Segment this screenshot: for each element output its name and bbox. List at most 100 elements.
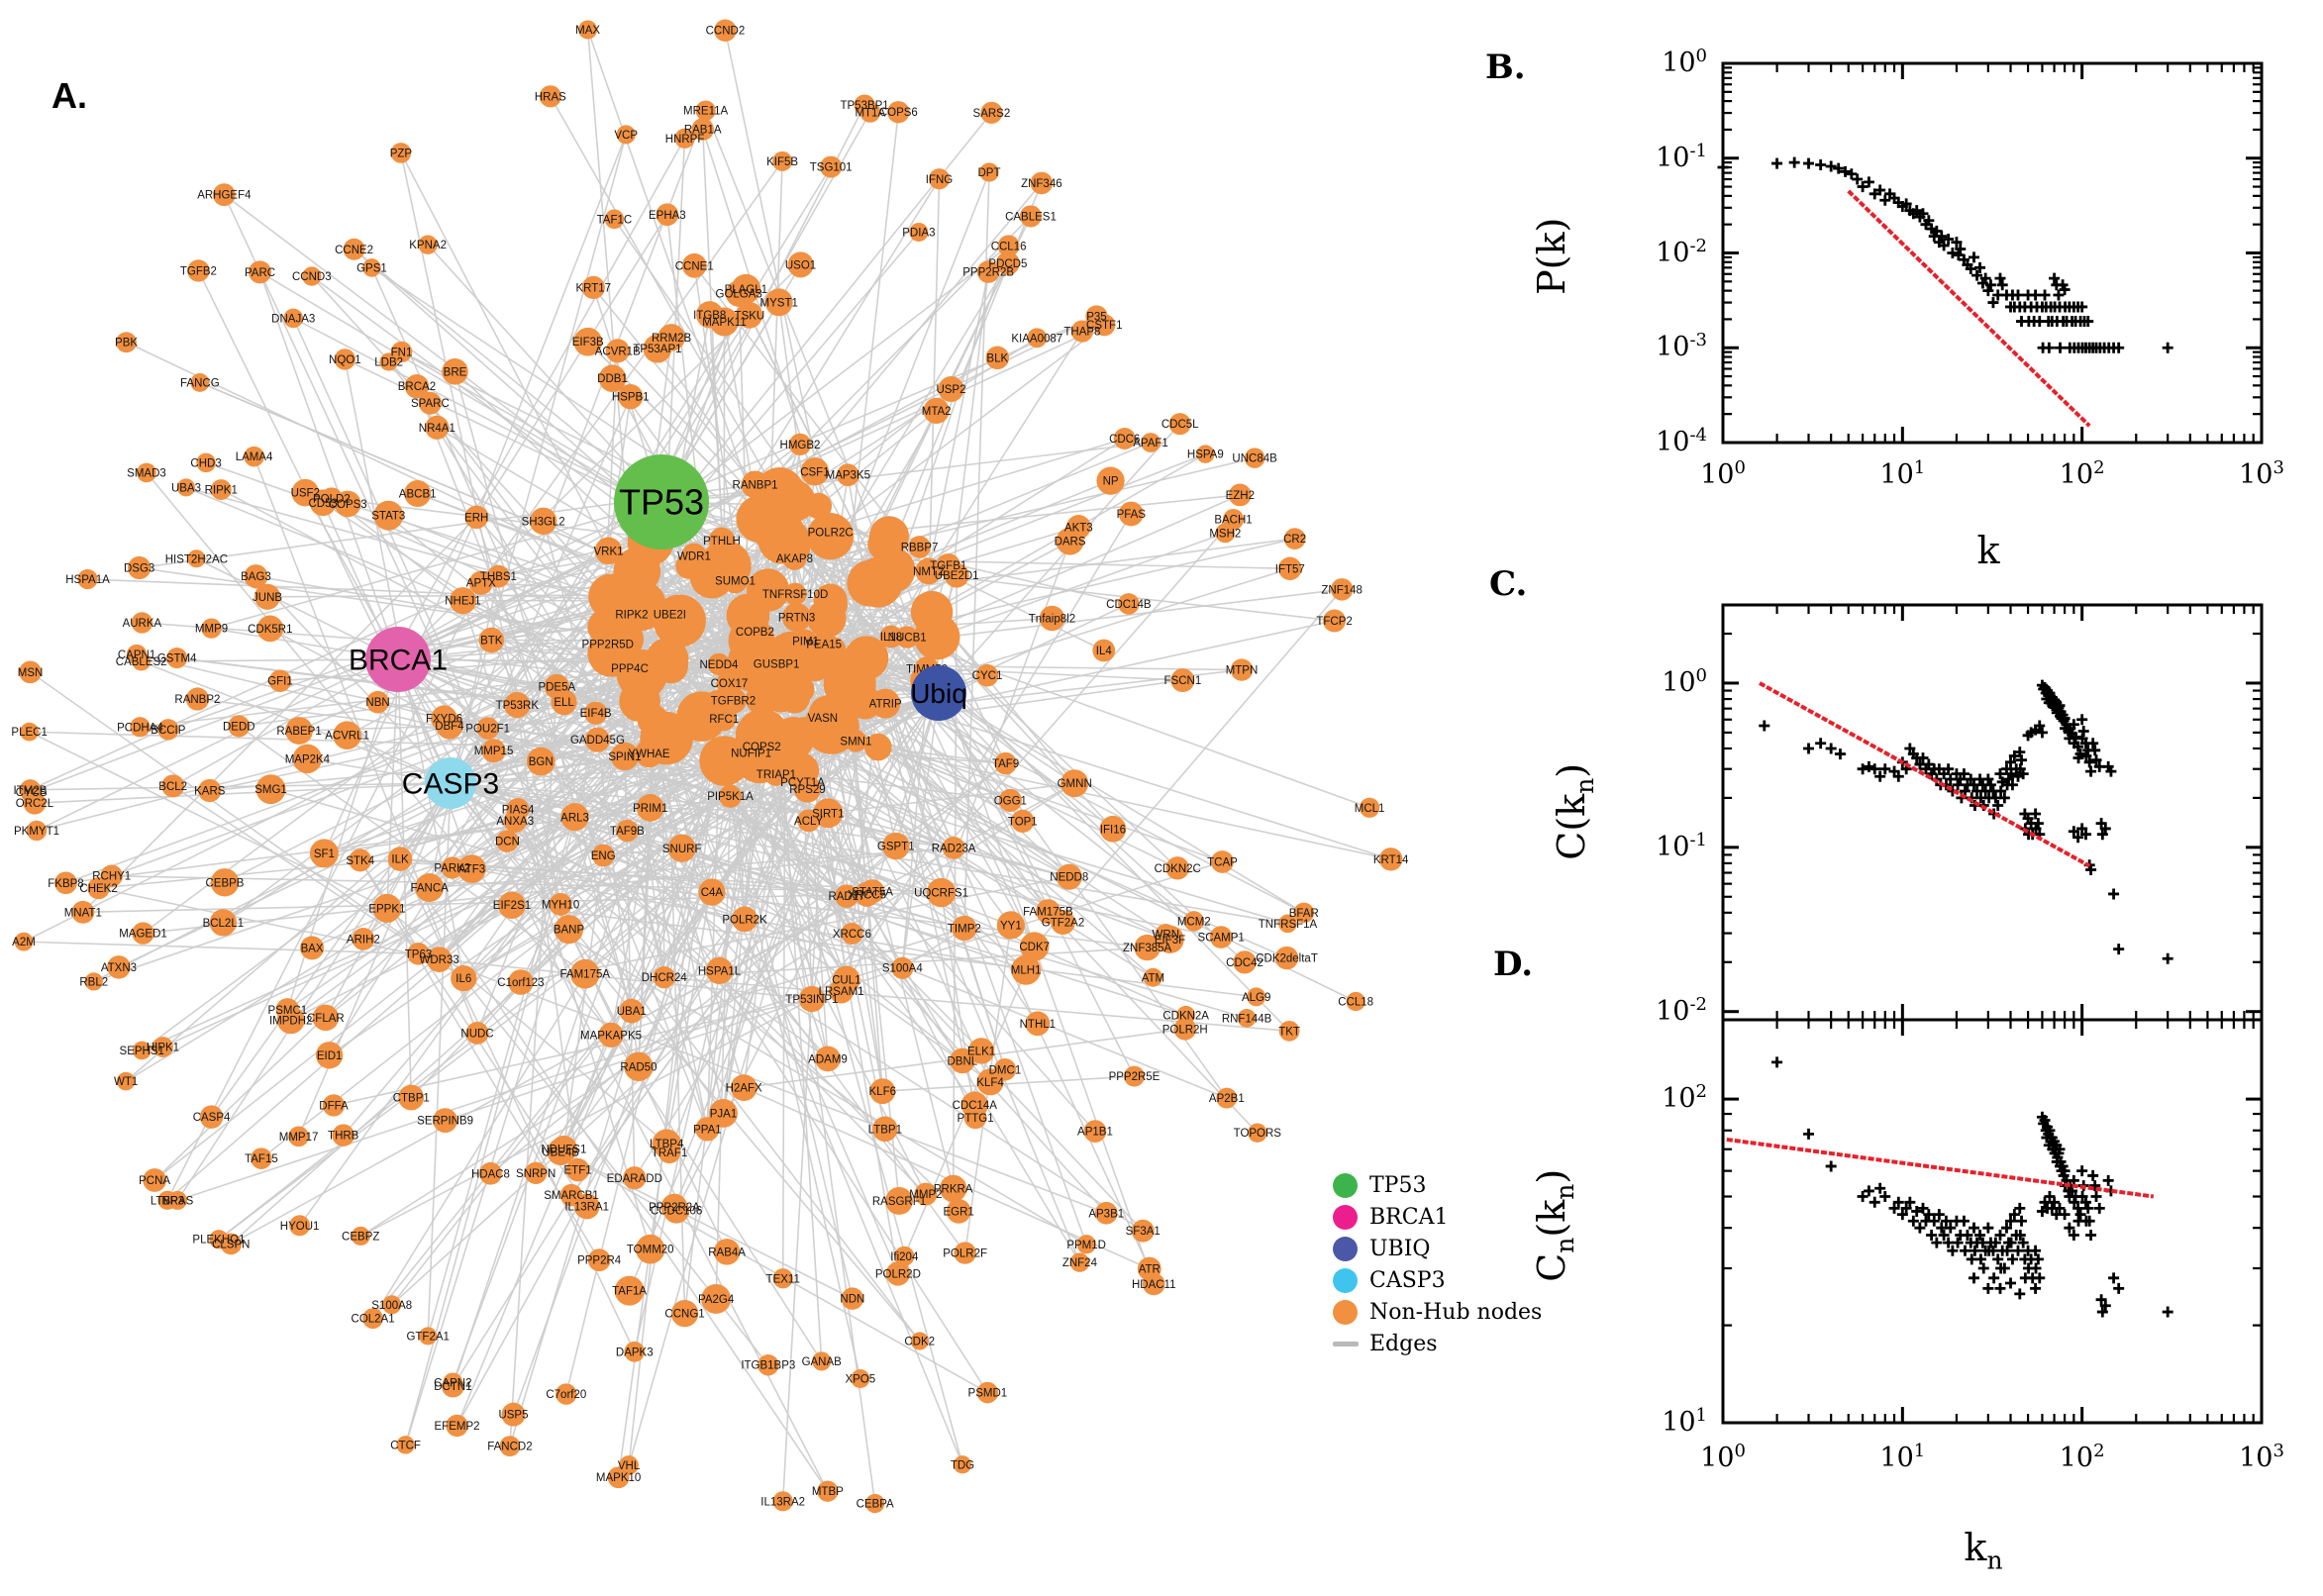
data-point <box>2012 289 2024 301</box>
non-hub-node <box>730 1074 758 1102</box>
legend: TP53 BRCA1 UBIQ CASP3 Non-Hub nodes Edges <box>1333 1169 1542 1359</box>
data-point <box>1974 1229 1986 1241</box>
non-hub-node <box>868 516 910 556</box>
non-hub-node <box>836 463 859 487</box>
legend-label: Non-Hub nodes <box>1369 1299 1543 1325</box>
non-hub-node <box>718 784 743 808</box>
data-point <box>2044 1125 2056 1137</box>
gene-label: CEBPZ <box>342 1231 379 1243</box>
data-point <box>1907 1215 1919 1227</box>
gene-label: PLEKHO1 <box>192 1235 245 1247</box>
non-hub-node <box>1293 902 1315 924</box>
gene-label: LAMA4 <box>236 451 273 463</box>
gene-label: CDC14A <box>953 1100 998 1112</box>
non-hub-node <box>844 636 889 680</box>
gene-label: HIPK1 <box>147 1043 179 1054</box>
gene-label: SPIN1 <box>608 751 641 763</box>
gene-label: YY1 <box>1000 920 1022 932</box>
data-point <box>1962 1229 1973 1241</box>
non-hub-node <box>425 415 450 440</box>
gene-label: TIMP2 <box>948 924 981 936</box>
non-hub-node <box>198 778 222 803</box>
y-tick-label-B: 10-3 <box>1656 330 1707 363</box>
gene-label: DHCR24 <box>642 972 688 984</box>
gene-label: TGFB2 <box>180 265 217 277</box>
gene-label: RNF144B <box>1222 1013 1272 1025</box>
non-hub-node <box>14 932 34 951</box>
non-hub-node <box>441 856 463 879</box>
non-hub-node <box>731 273 761 304</box>
non-hub-node <box>504 691 531 719</box>
data-point <box>1917 208 1929 220</box>
non-hub-node <box>251 1147 272 1169</box>
gene-label: PIAS4 <box>502 805 535 817</box>
non-hub-node <box>695 1117 720 1142</box>
data-point <box>1998 792 2010 804</box>
non-hub-node <box>351 1226 370 1247</box>
non-hub-node <box>1099 815 1127 843</box>
non-hub-node <box>116 1071 136 1091</box>
non-hub-node <box>709 1099 738 1128</box>
gene-label: CDKN2A <box>1162 1010 1209 1022</box>
data-point <box>2049 1196 2061 1208</box>
gene-label: GANAB <box>802 1356 843 1368</box>
non-hub-node <box>616 819 639 843</box>
gene-label: KLF6 <box>869 1086 897 1098</box>
gene-label: GADD45G <box>570 735 625 747</box>
gene-label: Tnfaip8l2 <box>1029 614 1075 626</box>
gene-label: AP1B1 <box>1077 1127 1113 1139</box>
gene-label: ITGB8 <box>693 310 726 322</box>
data-point <box>1982 1282 1994 1294</box>
gene-label: S100A8 <box>371 1300 412 1312</box>
non-hub-node <box>300 936 325 960</box>
non-hub-node <box>994 751 1017 775</box>
gene-label: TAF9 <box>992 758 1019 770</box>
gene-label: TRIAP1 <box>757 769 796 781</box>
non-hub-node <box>131 612 153 634</box>
non-hub-node <box>137 462 156 483</box>
non-hub-node <box>909 222 929 243</box>
data-point <box>2005 1215 2017 1227</box>
non-hub-node <box>940 1174 967 1203</box>
non-hub-node <box>549 892 572 916</box>
non-hub-node <box>761 674 800 713</box>
gene-label: VASN <box>808 713 838 725</box>
gene-label: ZNF24 <box>1062 1257 1098 1269</box>
data-point <box>1914 1222 1926 1234</box>
non-hub-node <box>954 1242 976 1264</box>
non-hub-node <box>1083 1120 1107 1144</box>
data-point <box>2068 826 2079 838</box>
non-hub-node <box>607 1466 630 1489</box>
non-hub-node <box>1233 950 1257 974</box>
non-hub-node <box>560 803 589 832</box>
edge-line-swatch <box>1333 1341 1359 1347</box>
gene-label: VCP <box>614 130 638 142</box>
data-point <box>1868 763 1880 775</box>
hub-node-casp3 <box>425 757 476 809</box>
non-hub-node <box>1183 911 1204 932</box>
gene-label: SEPHS1 <box>120 1046 164 1057</box>
non-hub-node <box>800 457 830 486</box>
gene-label: TOMM20 <box>627 1245 674 1256</box>
data-point <box>1863 760 1874 772</box>
data-point <box>1995 785 2007 797</box>
legend-label: CASP3 <box>1369 1267 1446 1293</box>
gene-label: CFLAR <box>307 1013 345 1025</box>
gene-label: EPHA3 <box>649 210 686 222</box>
non-hub-node <box>758 1354 779 1376</box>
non-hub-node <box>1131 1219 1155 1243</box>
non-hub-node <box>366 690 389 714</box>
data-point <box>1923 215 1935 227</box>
non-hub-node <box>1011 954 1042 985</box>
non-hub-node <box>289 1215 311 1237</box>
gene-label: VRK1 <box>594 546 624 557</box>
gene-label: ADAM9 <box>808 1053 848 1065</box>
gene-label: POLD2 <box>313 493 351 505</box>
non-hub-node <box>130 717 151 738</box>
non-hub-node <box>635 1234 665 1264</box>
gene-label: SCAMP1 <box>1198 933 1245 945</box>
gene-label: LDB2 <box>374 356 403 368</box>
gene-label: MTPN <box>1226 665 1259 677</box>
data-point <box>2014 1288 2026 1300</box>
non-hub-node <box>783 582 807 606</box>
